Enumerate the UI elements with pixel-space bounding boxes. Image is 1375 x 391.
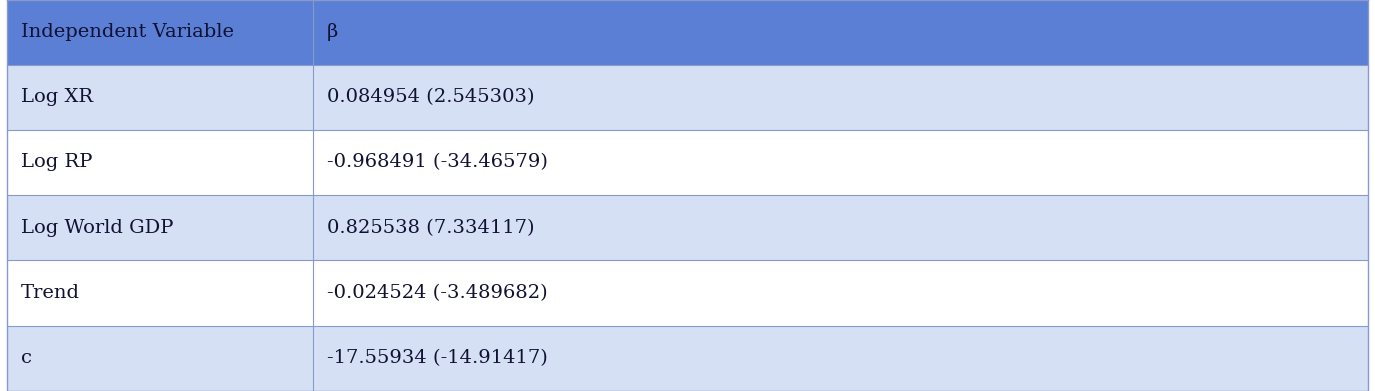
Text: 0.825538 (7.334117): 0.825538 (7.334117) bbox=[327, 219, 535, 237]
Text: Trend: Trend bbox=[21, 284, 80, 302]
Text: β: β bbox=[327, 23, 338, 41]
Text: -0.968491 (-34.46579): -0.968491 (-34.46579) bbox=[327, 153, 547, 172]
Text: Log World GDP: Log World GDP bbox=[21, 219, 173, 237]
Text: -17.55934 (-14.91417): -17.55934 (-14.91417) bbox=[327, 349, 547, 368]
Text: Log RP: Log RP bbox=[21, 153, 92, 172]
Text: -0.024524 (-3.489682): -0.024524 (-3.489682) bbox=[327, 284, 547, 302]
Text: Log XR: Log XR bbox=[21, 88, 92, 106]
Text: 0.084954 (2.545303): 0.084954 (2.545303) bbox=[327, 88, 535, 106]
Text: Independent Variable: Independent Variable bbox=[21, 23, 234, 41]
Text: c: c bbox=[21, 349, 32, 368]
